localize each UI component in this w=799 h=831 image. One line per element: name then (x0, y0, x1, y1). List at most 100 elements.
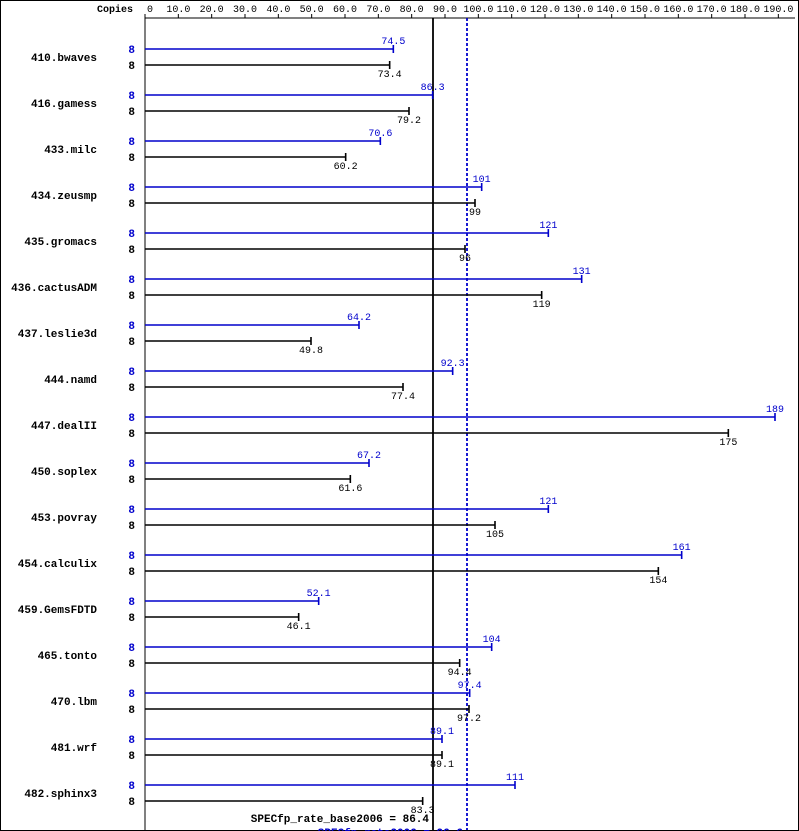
x-tick-label: 110.0 (497, 5, 527, 16)
benchmark-label: 450.soplex (31, 467, 97, 479)
peak-value: 189 (766, 405, 784, 416)
x-tick-label: 90.0 (433, 5, 457, 16)
peak-value: 89.1 (430, 727, 454, 738)
copies-base: 8 (128, 245, 135, 257)
copies-base: 8 (128, 475, 135, 487)
copies-peak: 8 (128, 551, 135, 563)
x-tick-label: 140.0 (597, 5, 627, 16)
base-value: 175 (719, 438, 737, 449)
x-tick-label: 150.0 (630, 5, 660, 16)
peak-value: 67.2 (357, 451, 381, 462)
copies-peak: 8 (128, 643, 135, 655)
peak-value: 52.1 (307, 589, 331, 600)
copies-base: 8 (128, 705, 135, 717)
benchmark-label: 454.calculix (18, 559, 98, 571)
peak-value: 64.2 (347, 313, 371, 324)
benchmark-label: 444.namd (44, 375, 97, 387)
peak-value: 121 (539, 497, 557, 508)
x-tick-label: 0 (147, 5, 153, 16)
base-value: 97.2 (457, 714, 481, 725)
benchmark-label: 410.bwaves (31, 53, 97, 65)
benchmark-label: 453.povray (31, 513, 97, 525)
base-value: 99 (469, 208, 481, 219)
x-tick-label: 20.0 (200, 5, 224, 16)
peak-value: 161 (673, 543, 691, 554)
copies-base: 8 (128, 153, 135, 165)
base-value: 105 (486, 530, 504, 541)
benchmark-label: 482.sphinx3 (24, 789, 97, 801)
peak-value: 92.3 (441, 359, 465, 370)
copies-base: 8 (128, 751, 135, 763)
base-value: 77.4 (391, 392, 415, 403)
x-tick-label: 10.0 (166, 5, 190, 16)
benchmark-label: 465.tonto (38, 651, 98, 663)
copies-peak: 8 (128, 459, 135, 471)
x-tick-label: 30.0 (233, 5, 257, 16)
copies-base: 8 (128, 337, 135, 349)
base-value: 73.4 (378, 70, 402, 81)
x-tick-label: 60.0 (333, 5, 357, 16)
peak-value: 101 (473, 175, 491, 186)
copies-peak: 8 (128, 321, 135, 333)
copies-peak: 8 (128, 505, 135, 517)
copies-base: 8 (128, 291, 135, 303)
x-tick-label: 50.0 (300, 5, 324, 16)
copies-peak: 8 (128, 689, 135, 701)
base-value: 96 (459, 254, 471, 265)
peak-value: 131 (573, 267, 591, 278)
peak-value: 70.6 (368, 129, 392, 140)
x-tick-label: 170.0 (697, 5, 727, 16)
copies-base: 8 (128, 61, 135, 73)
base-value: 60.2 (334, 162, 358, 173)
copies-base: 8 (128, 797, 135, 809)
copies-base: 8 (128, 199, 135, 211)
x-tick-label: 160.0 (663, 5, 693, 16)
benchmark-label: 436.cactusADM (11, 283, 97, 295)
base-value: 89.1 (430, 760, 454, 771)
benchmark-label: 459.GemsFDTD (18, 605, 98, 617)
benchmark-label: 435.gromacs (24, 237, 97, 249)
base-value: 94.4 (448, 668, 472, 679)
copies-peak: 8 (128, 229, 135, 241)
x-tick-label: 190.0 (763, 5, 793, 16)
reference-label: SPECfp_rate_base2006 = 86.4 (251, 814, 430, 826)
copies-peak: 8 (128, 413, 135, 425)
copies-base: 8 (128, 613, 135, 625)
copies-peak: 8 (128, 597, 135, 609)
benchmark-label: 433.milc (44, 145, 97, 157)
benchmark-label: 416.gamess (31, 99, 97, 111)
base-value: 61.6 (338, 484, 362, 495)
peak-value: 111 (506, 773, 524, 784)
copies-base: 8 (128, 429, 135, 441)
spec-rate-chart: 010.020.030.040.050.060.070.080.090.0100… (0, 0, 799, 831)
copies-peak: 8 (128, 91, 135, 103)
benchmark-label: 481.wrf (51, 743, 98, 755)
peak-value: 104 (483, 635, 501, 646)
peak-value: 86.3 (421, 83, 445, 94)
x-tick-label: 40.0 (266, 5, 290, 16)
copies-header: Copies (97, 4, 133, 16)
copies-base: 8 (128, 107, 135, 119)
base-value: 46.1 (287, 622, 311, 633)
copies-peak: 8 (128, 735, 135, 747)
copies-peak: 8 (128, 275, 135, 287)
benchmark-label: 434.zeusmp (31, 191, 97, 203)
peak-value: 74.5 (381, 37, 405, 48)
copies-peak: 8 (128, 45, 135, 57)
x-tick-label: 180.0 (730, 5, 760, 16)
benchmark-label: 470.lbm (51, 697, 98, 709)
x-tick-label: 120.0 (530, 5, 560, 16)
x-tick-label: 80.0 (400, 5, 424, 16)
base-value: 119 (533, 300, 551, 311)
x-tick-label: 70.0 (366, 5, 390, 16)
x-tick-label: 130.0 (563, 5, 593, 16)
copies-peak: 8 (128, 137, 135, 149)
copies-peak: 8 (128, 367, 135, 379)
copies-base: 8 (128, 567, 135, 579)
peak-value: 97.4 (458, 681, 482, 692)
copies-peak: 8 (128, 183, 135, 195)
copies-base: 8 (128, 521, 135, 533)
benchmark-label: 447.dealII (31, 421, 97, 433)
peak-value: 121 (539, 221, 557, 232)
benchmark-label: 437.leslie3d (18, 329, 97, 341)
